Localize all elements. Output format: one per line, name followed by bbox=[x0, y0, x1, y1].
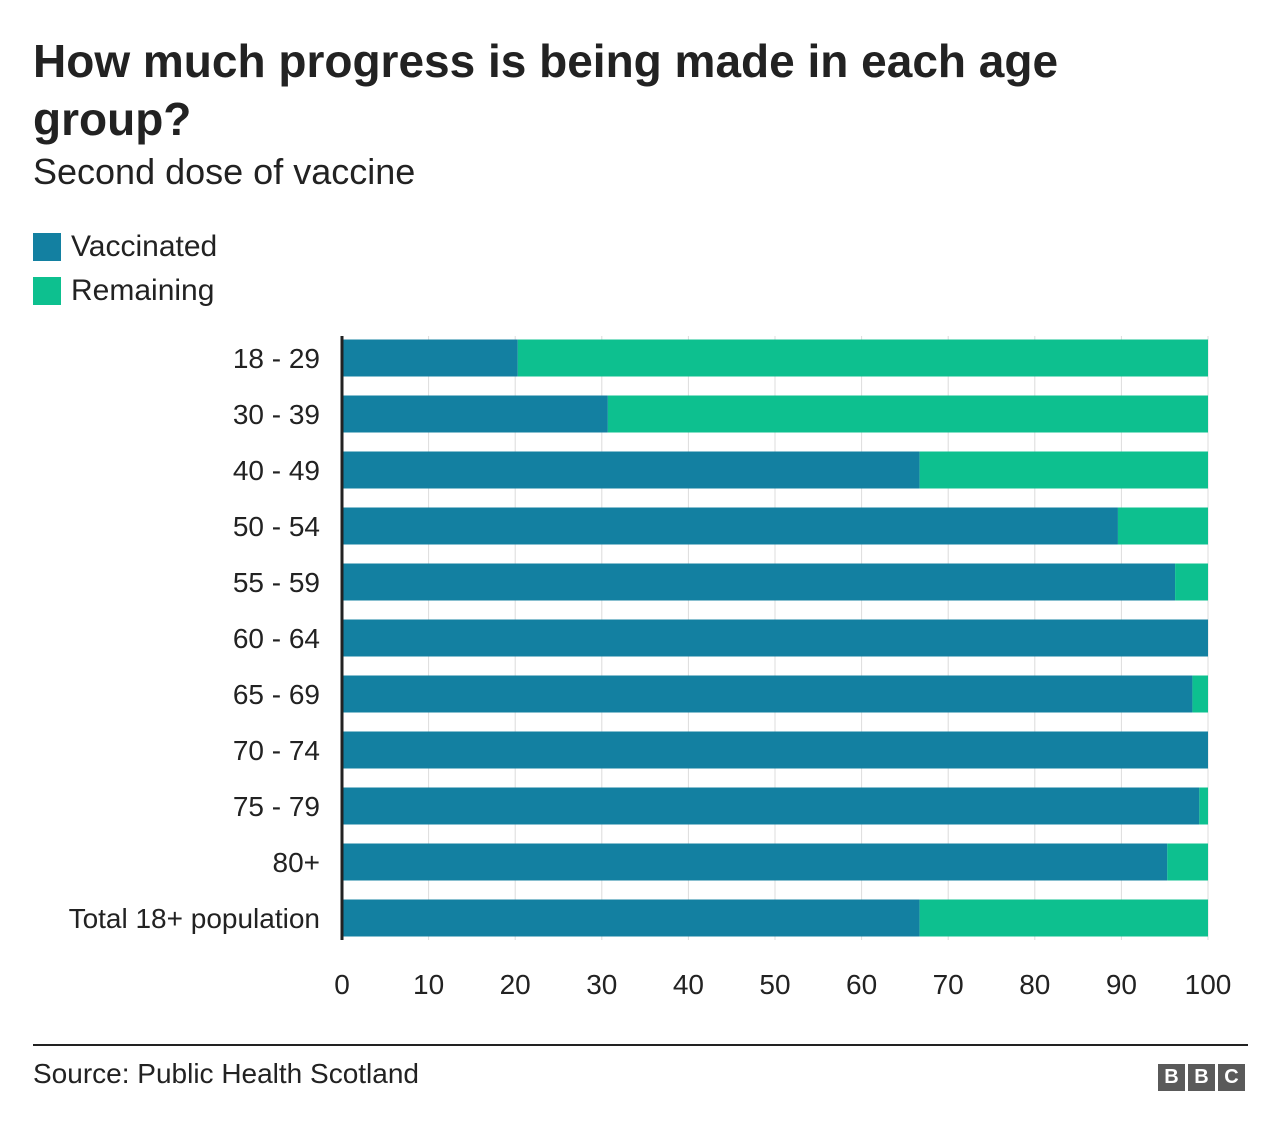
x-tick-label: 50 bbox=[759, 969, 790, 1000]
bbc-logo-letter: C bbox=[1218, 1064, 1245, 1091]
bar-remaining bbox=[919, 451, 1208, 489]
category-label: 70 - 74 bbox=[233, 735, 320, 766]
x-tick-label: 30 bbox=[586, 969, 617, 1000]
category-label: 18 - 29 bbox=[233, 343, 320, 374]
bar-vaccinated bbox=[342, 843, 1168, 881]
bar-vaccinated bbox=[342, 899, 920, 937]
bar-remaining bbox=[1167, 843, 1208, 881]
x-tick-label: 100 bbox=[1185, 969, 1232, 1000]
legend-item-remaining: Remaining bbox=[33, 269, 217, 313]
category-label: 65 - 69 bbox=[233, 679, 320, 710]
legend-label-vaccinated: Vaccinated bbox=[71, 230, 218, 263]
x-tick-label: 0 bbox=[334, 969, 350, 1000]
category-label: 60 - 64 bbox=[233, 623, 320, 654]
bar-vaccinated bbox=[342, 787, 1200, 825]
bar-vaccinated bbox=[342, 563, 1176, 601]
bar-vaccinated bbox=[342, 731, 1208, 769]
bar-remaining bbox=[1192, 675, 1208, 713]
bar-vaccinated bbox=[342, 675, 1193, 713]
x-tick-label: 60 bbox=[846, 969, 877, 1000]
category-label: 75 - 79 bbox=[233, 791, 320, 822]
bar-remaining bbox=[607, 395, 1208, 433]
bar-vaccinated bbox=[342, 395, 608, 433]
bbc-logo: B B C bbox=[1158, 1064, 1245, 1091]
legend-swatch-vaccinated bbox=[33, 233, 61, 261]
category-label: 50 - 54 bbox=[233, 511, 320, 542]
category-label: 30 - 39 bbox=[233, 399, 320, 430]
x-tick-label: 40 bbox=[673, 969, 704, 1000]
category-label: 80+ bbox=[273, 847, 321, 878]
category-label: Total 18+ population bbox=[69, 903, 320, 934]
x-tick-label: 80 bbox=[1019, 969, 1050, 1000]
bar-remaining bbox=[1117, 507, 1208, 545]
bbc-logo-letter: B bbox=[1158, 1064, 1185, 1091]
bar-chart: 18 - 29 30 - 39 40 - 49 50 - 54 55 - 59 60 - … bbox=[69, 336, 1232, 1000]
x-tick-label: 70 bbox=[933, 969, 964, 1000]
bar-remaining bbox=[517, 339, 1208, 377]
bar-vaccinated bbox=[342, 507, 1118, 545]
bar-remaining bbox=[1199, 787, 1208, 825]
x-tick-label: 10 bbox=[413, 969, 444, 1000]
bbc-logo-letter: B bbox=[1188, 1064, 1215, 1091]
category-label: 40 - 49 bbox=[233, 455, 320, 486]
legend: Vaccinated Remaining bbox=[33, 225, 217, 313]
bar-remaining bbox=[1175, 563, 1208, 601]
category-label: 55 - 59 bbox=[233, 567, 320, 598]
x-tick-label: 90 bbox=[1106, 969, 1137, 1000]
bar-vaccinated bbox=[342, 451, 920, 489]
source-note: Source: Public Health Scotland bbox=[33, 1058, 419, 1089]
bar-vaccinated bbox=[342, 619, 1208, 657]
footer-divider bbox=[33, 1044, 1248, 1046]
legend-item-vaccinated: Vaccinated bbox=[33, 225, 217, 269]
chart-title: How much progress is being made in each … bbox=[33, 35, 1059, 145]
chart-subtitle: Second dose of vaccine bbox=[33, 151, 416, 192]
x-tick-label: 20 bbox=[500, 969, 531, 1000]
bar-vaccinated bbox=[342, 339, 518, 377]
legend-label-remaining: Remaining bbox=[71, 274, 215, 307]
bar-remaining bbox=[919, 899, 1208, 937]
legend-swatch-remaining bbox=[33, 277, 61, 305]
